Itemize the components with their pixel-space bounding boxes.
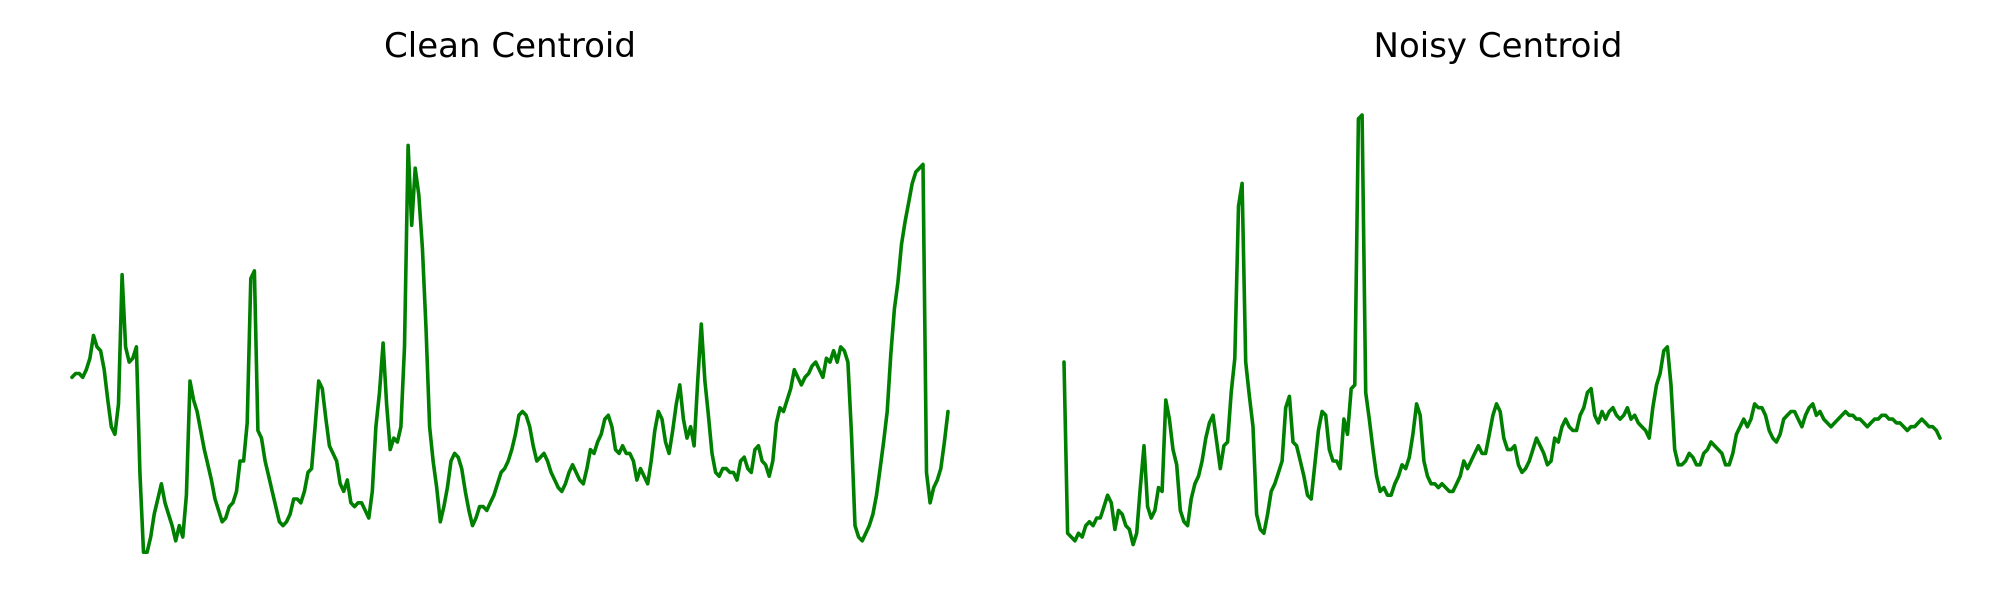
left-panel: Clean Centroid — [70, 26, 950, 554]
right-panel: Noisy Centroid — [1062, 26, 1942, 547]
right-series-line — [1062, 113, 1942, 547]
left-series-line — [70, 143, 950, 554]
left-panel-title: Clean Centroid — [384, 26, 636, 66]
right-panel-title: Noisy Centroid — [1374, 26, 1623, 66]
